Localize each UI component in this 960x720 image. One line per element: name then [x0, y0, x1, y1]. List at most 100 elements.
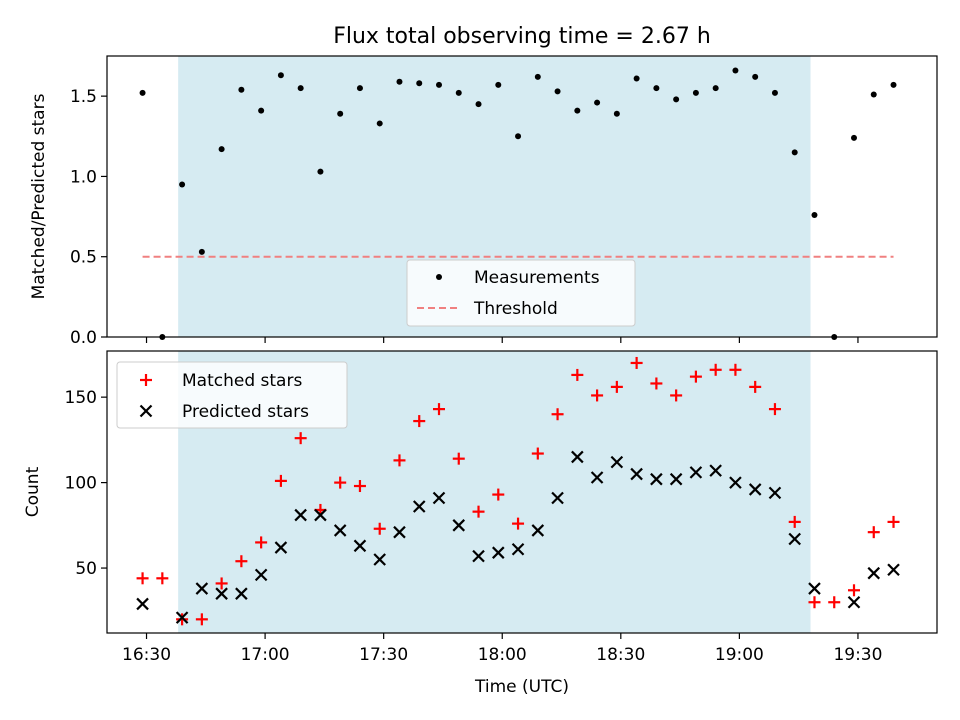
matched-star-point [749, 380, 762, 393]
x-tick-label: 19:00 [715, 645, 764, 665]
predicted-star-point [175, 611, 189, 624]
measurement-point [139, 89, 146, 96]
legend-predicted-marker [139, 404, 153, 418]
matched-star-point [512, 517, 525, 530]
x-tick-label: 18:30 [596, 645, 645, 665]
matched-star-point [828, 596, 841, 609]
measurement-point [752, 73, 759, 80]
matched-star-point [274, 474, 287, 487]
measurement-point [376, 120, 383, 127]
predicted-star-point [393, 525, 406, 539]
predicted-star-point [531, 524, 545, 537]
measurement-point [811, 211, 818, 218]
measurement-point [554, 88, 561, 95]
predicted-star-point [373, 553, 386, 566]
measurement-point [455, 89, 462, 96]
measurement-point [732, 67, 739, 74]
matched-star-point [353, 480, 366, 493]
predicted-star-point [630, 467, 643, 481]
ratio-panel: 0.0 0.5 1.0 1.5 Matched/Predicted stars Measu… [29, 55, 938, 348]
predicted-star-point [432, 491, 446, 505]
predicted-star-point [254, 568, 268, 582]
x-tick-label: 18:00 [478, 645, 527, 665]
measurement-point [277, 72, 284, 79]
measurement-point [673, 96, 680, 103]
predicted-star-point [748, 483, 762, 496]
matched-star-point [472, 505, 485, 518]
predicted-star-point [867, 566, 881, 580]
measurement-point [337, 110, 344, 117]
y-tick-label: 0.5 [70, 248, 97, 268]
y-tick-label: 1.5 [70, 87, 97, 107]
matched-star-point [176, 613, 189, 626]
measurement-point [633, 75, 640, 82]
legend: Matched stars Predicted stars [116, 361, 348, 429]
top-axes-frame [106, 55, 938, 338]
x-tick-label: 17:30 [359, 645, 408, 665]
measurement-point [515, 133, 522, 140]
predicted-star-point [274, 541, 288, 554]
matched-star-point [571, 368, 584, 381]
y-axis-label: Count [23, 466, 43, 517]
measurement-point [574, 107, 581, 114]
matched-star-point [393, 454, 406, 467]
measurement-point [317, 168, 324, 175]
measurement-point [297, 85, 304, 92]
legend-predicted-label: Predicted stars [182, 402, 309, 422]
measurement-point [218, 146, 225, 153]
measurement-point [179, 181, 186, 188]
predicted-star-point [195, 582, 209, 595]
predicted-star-point [729, 476, 742, 489]
measurement-point [356, 85, 363, 92]
x-tick-label: 17:00 [241, 645, 290, 665]
matched-star-point [867, 526, 880, 539]
predicted-star-point [215, 587, 228, 600]
measurement-point [416, 80, 423, 87]
measurement-point [198, 248, 205, 255]
y-tick-label: 1.0 [70, 167, 97, 187]
bottom-axes-frame [106, 350, 938, 634]
measurement-point [791, 149, 798, 156]
x-tick-label: 16:30 [122, 645, 171, 665]
predicted-star-point [511, 542, 525, 556]
legend-box [116, 361, 348, 429]
measurement-point [258, 107, 265, 114]
measurement-point [436, 81, 442, 88]
x-tick-label: 19:30 [833, 645, 882, 665]
matched-star-point [413, 415, 426, 428]
matched-star-point [492, 488, 505, 501]
matched-star-point [670, 389, 683, 402]
measurement-point [771, 89, 778, 96]
matched-star-point [768, 403, 781, 416]
legend-measurements-label: Measurements [474, 268, 600, 288]
measurement-point [594, 99, 601, 106]
matched-star-point [136, 572, 149, 585]
y-tick-label: 50 [75, 559, 97, 579]
measurement-point [475, 101, 482, 108]
predicted-star-point [768, 486, 782, 500]
matched-star-point [531, 447, 544, 460]
matched-star-point [808, 596, 821, 609]
matched-star-point [630, 356, 643, 369]
predicted-star-point [333, 524, 347, 537]
predicted-star-point [412, 500, 426, 513]
matched-star-point [195, 613, 208, 626]
predicted-star-point [452, 519, 466, 532]
matched-star-point [650, 377, 663, 390]
matched-star-point [689, 370, 702, 383]
predicted-star-point [492, 546, 505, 559]
predicted-star-point [235, 587, 248, 600]
x-axis-label: Time (UTC) [474, 677, 569, 697]
predicted-star-point [669, 472, 683, 486]
predicted-star-point [314, 508, 327, 522]
predicted-star-point [571, 450, 584, 464]
predicted-star-point [847, 595, 861, 609]
legend: Measurements Threshold [406, 259, 636, 327]
predicted-star-point [650, 472, 663, 486]
matched-star-point [709, 363, 722, 376]
predicted-star-point [788, 532, 801, 546]
matched-star-point [551, 408, 564, 421]
predicted-star-point [551, 491, 564, 505]
matched-star-point [729, 363, 742, 376]
matched-star-point [887, 515, 900, 528]
